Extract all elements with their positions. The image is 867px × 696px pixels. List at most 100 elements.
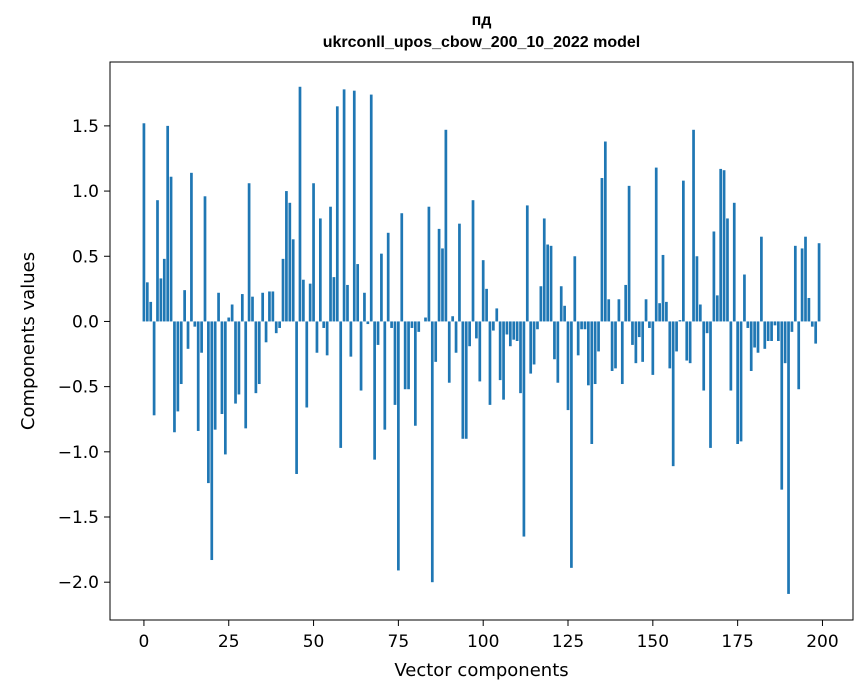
bar-19 [207,321,210,484]
bar-123 [559,286,563,322]
bar-146 [637,321,641,338]
bar-42 [285,191,288,322]
bar-188 [780,321,784,490]
bar-18 [203,196,207,322]
bar-199 [817,243,821,322]
bar-90 [447,321,451,383]
bar-38 [271,291,275,322]
bar-80 [413,321,417,426]
y-axis-ticks: −2.0 −1.5 −1.0 −0.5 0.0 0.5 1.0 1.5 [58,117,110,593]
x-tick-label: 0 [139,632,150,652]
bar-192 [793,245,797,322]
x-tick-label: 75 [388,632,410,652]
bar-65 [363,292,366,322]
bar-99 [478,321,482,382]
bar-1 [145,282,149,322]
bar-194 [800,248,804,322]
bar-31 [247,183,251,322]
bar-94 [461,321,465,439]
y-axis-label: Components values [18,252,39,430]
bar-143 [627,185,631,322]
bar-141 [620,321,624,385]
bar-7 [166,125,170,322]
bar-169 [715,295,719,322]
bar-105 [498,321,502,381]
bar-182 [760,236,763,322]
bar-60 [346,284,349,322]
bar-70 [380,253,383,322]
bar-52 [318,218,322,322]
bar-101 [485,288,488,322]
bar-112 [522,321,526,537]
bar-139 [614,321,617,369]
bar-76 [400,213,404,322]
bar-72 [386,232,390,322]
bar-156 [671,321,675,467]
bar-87 [437,228,441,322]
bar-57 [335,106,339,322]
bar-53 [322,321,326,328]
bar-176 [739,321,743,442]
bar-147 [641,321,645,362]
y-tick-label: −0.5 [58,378,99,398]
bar-34 [257,321,261,385]
y-tick-label: 0.0 [72,312,99,332]
chart-title-line-1: пд [471,12,492,29]
bar-64 [359,321,363,391]
bar-41 [281,258,285,322]
bar-30 [244,321,248,429]
bar-136 [603,141,607,322]
bar-117 [539,286,543,322]
bar-102 [488,321,492,405]
bar-163 [695,256,699,322]
bar-186 [773,321,777,326]
bar-168 [712,231,716,322]
bar-12 [183,290,186,322]
bar-161 [688,321,692,364]
bar-125 [566,321,570,411]
x-axis-ticks: 0 25 50 75 100 125 150 175 200 [139,620,839,652]
bar-116 [536,321,539,330]
y-tick-label: −1.0 [58,443,99,463]
bar-26 [230,304,234,322]
bar-92 [454,321,458,353]
y-tick-label: 1.0 [72,182,99,202]
bar-66 [366,321,370,325]
bar-75 [397,321,400,571]
bar-28 [237,321,241,395]
bar-100 [481,260,485,322]
bar-122 [556,321,560,383]
bar-15 [193,321,197,327]
bar-140 [617,299,621,322]
bar-183 [763,321,767,349]
bar-119 [546,244,550,322]
bar-3 [152,321,156,416]
bar-155 [668,321,672,369]
bar-190 [787,321,790,594]
bar-48 [305,321,309,408]
bar-150 [651,321,655,375]
bar-149 [648,321,651,328]
bar-178 [746,321,750,328]
bar-164 [698,304,702,322]
bar-153 [661,254,665,322]
bar-33 [254,321,258,394]
bar-54 [325,321,329,356]
bar-4 [156,200,159,322]
bar-110 [515,321,519,341]
bar-126 [570,321,573,568]
x-tick-label: 100 [467,632,499,652]
bar-124 [563,305,566,322]
bar-118 [542,218,546,322]
bar-50 [312,183,315,322]
bar-193 [797,321,801,390]
bar-138 [610,321,614,371]
bar-172 [726,218,729,322]
bar-35 [261,292,265,322]
bar-121 [553,321,556,360]
bar-132 [590,321,594,444]
bar-91 [451,316,455,322]
bar-46 [298,86,302,322]
bar-129 [580,321,583,330]
